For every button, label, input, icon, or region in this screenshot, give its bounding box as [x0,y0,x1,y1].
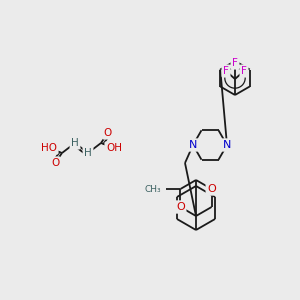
Text: O: O [104,128,112,138]
Text: F: F [223,66,229,76]
Text: H: H [84,148,92,158]
Text: OH: OH [106,143,122,153]
Text: HO: HO [41,143,57,153]
Text: F: F [232,58,238,68]
Text: O: O [51,158,59,168]
Text: F: F [241,66,247,76]
Text: CH₃: CH₃ [145,184,161,194]
Text: O: O [207,184,216,194]
Text: N: N [189,140,197,150]
Text: H: H [71,138,79,148]
Text: N: N [223,140,231,150]
Text: O: O [176,202,185,212]
